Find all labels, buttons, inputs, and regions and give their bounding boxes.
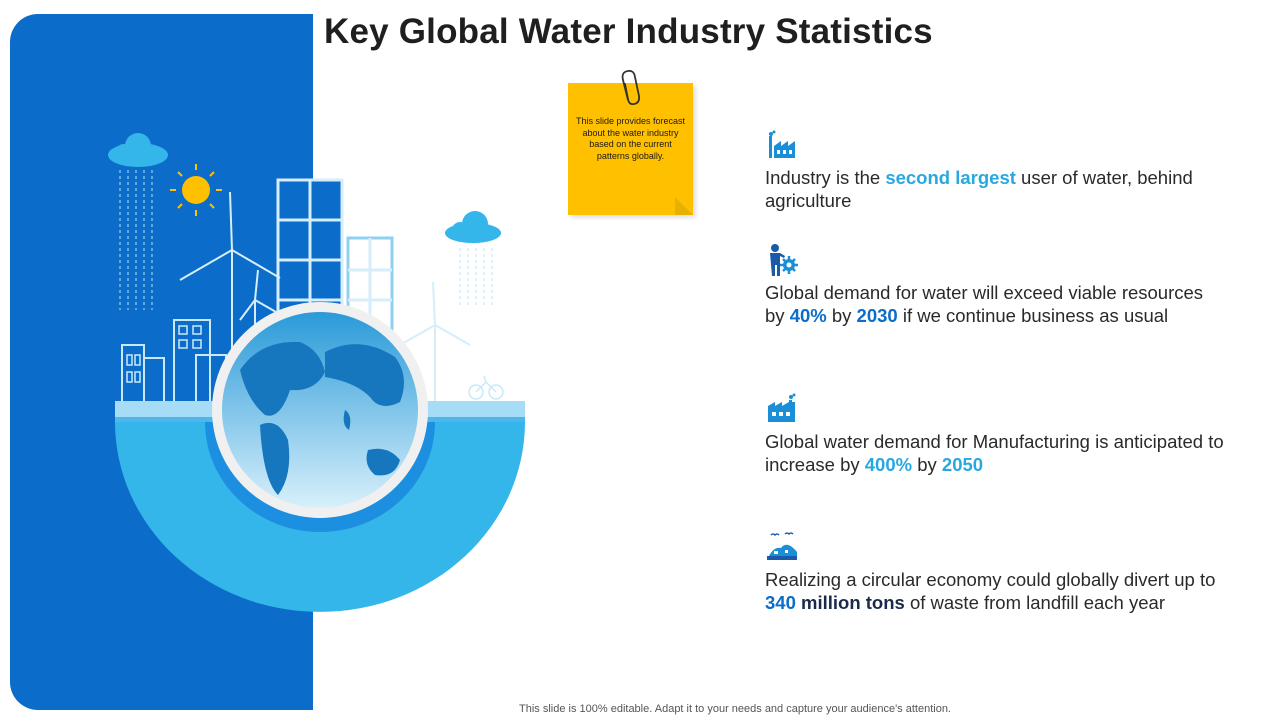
stat-text-1: Industry is the second largest user of w… [765, 167, 1193, 211]
cloud-right-icon [445, 211, 501, 305]
stat-manufacturing: Global water demand for Manufacturing is… [765, 392, 1225, 476]
stat-industry: Industry is the second largest user of w… [765, 128, 1225, 212]
sticky-note: This slide provides forecast about the w… [568, 83, 693, 215]
page-title: Key Global Water Industry Statistics [324, 12, 933, 51]
stat-demand: Global demand for water will exceed viab… [765, 243, 1225, 327]
globe-icon [212, 302, 428, 518]
landfill-icon [767, 532, 797, 560]
stat-text-3: Global water demand for Manufacturing is… [765, 431, 1224, 475]
globe-city-illustration [108, 133, 525, 612]
footer-text: This slide is 100% editable. Adapt it to… [519, 703, 951, 715]
sticky-note-text: This slide provides forecast about the w… [575, 116, 686, 161]
manufacturing-icon [768, 393, 796, 422]
city-buildings [121, 319, 227, 406]
person-gear-icon [770, 244, 798, 276]
stat-circular-economy: Realizing a circular economy could globa… [765, 530, 1225, 614]
paperclip-icon [621, 70, 641, 106]
cloud-left-icon [108, 133, 168, 310]
stat-text-4: Realizing a circular economy could globa… [765, 569, 1216, 613]
bicycle-icon [468, 375, 504, 400]
stat-text-2: Global demand for water will exceed viab… [765, 282, 1204, 326]
factory-icon [769, 130, 795, 158]
sun-icon [170, 164, 222, 216]
